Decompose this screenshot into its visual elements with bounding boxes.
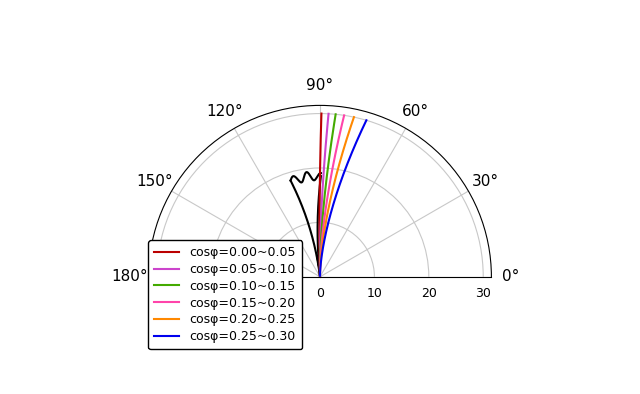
cosφ=0.15~0.20 [316,275,324,279]
cosφ=0.25~0.30 [337,180,344,184]
cosφ=0.00~0.05 [317,111,325,116]
cosφ=0.20~0.25 [316,275,324,279]
cosφ=0.15~0.20 [335,138,342,143]
cosφ=0.00~0.05 [317,126,325,131]
cosφ=0.05~0.10 [319,177,327,182]
cosφ=0.10~0.15 [323,175,331,180]
cosφ=0.20~0.25 [345,129,353,134]
cosφ=0.15~0.20 [337,128,344,133]
cosφ=0.10~0.15 [332,112,339,117]
cosφ=0.20~0.25 [350,115,358,119]
cosφ=0.00~0.05 [316,178,324,182]
Line: cosφ=0.20~0.25: cosφ=0.20~0.25 [320,117,354,277]
cosφ=0.15~0.20 [326,178,334,182]
cosφ=0.15~0.20 [316,274,324,279]
cosφ=0.00~0.05 [316,177,324,182]
cosφ=0.20~0.25 [331,178,339,183]
cosφ=0.25~0.30 [316,274,324,279]
cosφ=0.25~0.30 [338,177,346,182]
Line: cosφ=0.10~0.15: cosφ=0.10~0.15 [320,114,335,277]
cosφ=0.05~0.10 [319,178,327,182]
cosφ=0.00~0.05 [316,175,324,179]
cosφ=0.10~0.15 [316,275,324,279]
cosφ=0.10~0.15 [323,177,330,182]
Line: cosφ=0.00~0.05: cosφ=0.00~0.05 [319,113,321,277]
cosφ=0.15~0.20 [340,113,348,118]
cosφ=0.20~0.25 [316,274,324,279]
cosφ=0.00~0.05 [316,275,324,279]
cosφ=0.10~0.15 [316,274,324,279]
Legend: cosφ=0.00~0.05, cosφ=0.05~0.10, cosφ=0.10~0.15, cosφ=0.15~0.20, cosφ=0.20~0.25, : cosφ=0.00~0.05, cosφ=0.05~0.10, cosφ=0.1… [148,240,302,349]
cosφ=0.10~0.15 [328,138,335,142]
cosφ=0.20~0.25 [332,176,339,180]
cosφ=0.15~0.20 [326,178,334,183]
cosφ=0.05~0.10 [323,137,330,142]
cosφ=0.00~0.05 [316,274,324,279]
Line: cosφ=0.15~0.20: cosφ=0.15~0.20 [320,115,344,277]
cosφ=0.25~0.30 [352,141,360,146]
cosφ=0.25~0.30 [337,180,344,185]
cosφ=0.10~0.15 [323,178,330,183]
Line: cosφ=0.25~0.30: cosφ=0.25~0.30 [320,120,366,277]
cosφ=0.25~0.30 [362,118,370,123]
cosφ=0.05~0.10 [319,175,327,179]
cosφ=0.15~0.20 [327,175,335,180]
cosφ=0.05~0.10 [316,274,324,279]
Line: cosφ=0.05~0.10: cosφ=0.05~0.10 [320,114,328,277]
cosφ=0.05~0.10 [323,126,331,131]
cosφ=0.25~0.30 [356,132,364,137]
cosφ=0.00~0.05 [317,137,324,141]
cosφ=0.10~0.15 [330,127,337,132]
cosφ=0.20~0.25 [331,179,339,184]
cosφ=0.25~0.30 [316,275,324,279]
cosφ=0.20~0.25 [342,139,349,144]
cosφ=0.05~0.10 [316,275,324,279]
cosφ=0.05~0.10 [324,112,332,116]
